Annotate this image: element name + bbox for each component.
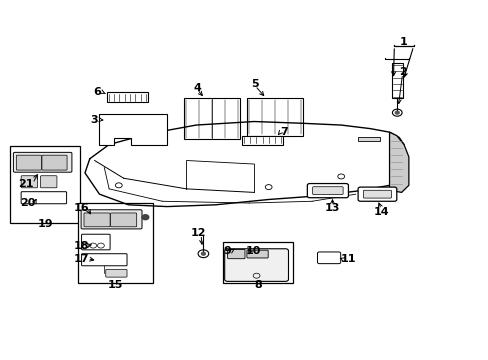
Text: 10: 10: [245, 246, 261, 256]
FancyBboxPatch shape: [81, 234, 110, 250]
Text: 4: 4: [193, 83, 201, 93]
Text: 9: 9: [223, 246, 231, 256]
Text: 20: 20: [20, 198, 36, 208]
FancyBboxPatch shape: [13, 152, 72, 172]
Text: 12: 12: [190, 228, 205, 238]
Bar: [106, 93, 147, 102]
Text: 8: 8: [254, 280, 262, 289]
FancyBboxPatch shape: [105, 269, 127, 277]
Circle shape: [142, 215, 148, 220]
Text: 14: 14: [373, 207, 388, 217]
FancyBboxPatch shape: [363, 190, 391, 198]
Bar: [10, 146, 80, 222]
FancyBboxPatch shape: [317, 252, 340, 264]
FancyBboxPatch shape: [312, 187, 343, 194]
FancyBboxPatch shape: [21, 192, 66, 204]
FancyBboxPatch shape: [84, 213, 110, 227]
Bar: [357, 137, 379, 141]
Text: 19: 19: [38, 219, 53, 229]
FancyBboxPatch shape: [227, 249, 244, 259]
Text: 11: 11: [340, 254, 355, 264]
Text: 6: 6: [93, 87, 101, 98]
Text: 7: 7: [280, 127, 287, 137]
Text: 15: 15: [107, 280, 122, 290]
Text: 21: 21: [18, 179, 34, 189]
FancyBboxPatch shape: [307, 184, 348, 198]
Bar: [242, 136, 283, 145]
FancyBboxPatch shape: [246, 250, 267, 258]
FancyBboxPatch shape: [224, 249, 288, 282]
FancyBboxPatch shape: [81, 254, 127, 266]
Polygon shape: [389, 132, 408, 192]
Text: 16: 16: [74, 203, 89, 213]
Polygon shape: [99, 114, 167, 145]
FancyBboxPatch shape: [41, 176, 57, 188]
Text: 17: 17: [73, 254, 89, 264]
Text: 1: 1: [399, 37, 407, 47]
FancyBboxPatch shape: [42, 155, 67, 170]
FancyBboxPatch shape: [357, 187, 396, 201]
Text: 13: 13: [324, 203, 340, 213]
FancyBboxPatch shape: [110, 213, 137, 227]
Text: 2: 2: [398, 67, 406, 77]
Text: 18: 18: [73, 240, 89, 251]
FancyBboxPatch shape: [81, 210, 142, 229]
Text: 3: 3: [90, 115, 97, 125]
Circle shape: [201, 252, 205, 255]
Text: 5: 5: [251, 79, 259, 89]
Bar: [78, 203, 152, 283]
FancyBboxPatch shape: [16, 155, 41, 170]
Circle shape: [394, 111, 398, 114]
FancyBboxPatch shape: [21, 176, 38, 188]
Bar: [183, 99, 239, 139]
Bar: [246, 99, 302, 136]
Bar: [223, 242, 292, 283]
Bar: [391, 63, 402, 99]
